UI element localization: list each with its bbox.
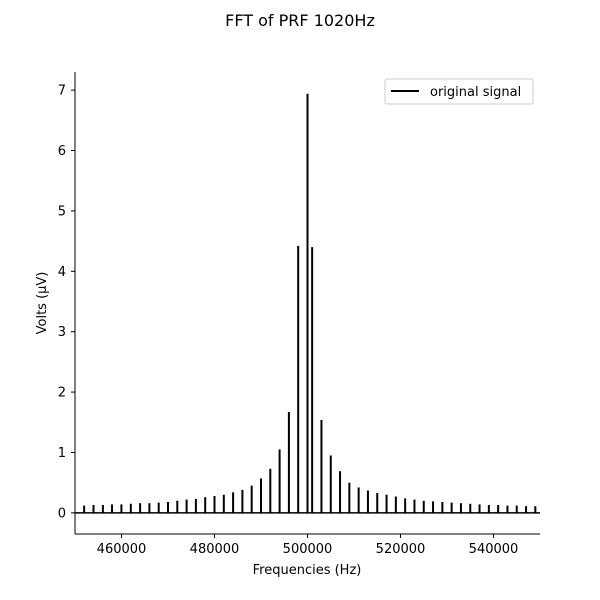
x-tick-label: 540000: [469, 542, 519, 557]
y-tick-label: 7: [58, 84, 66, 99]
legend-label: original signal: [430, 85, 521, 100]
plot-area: [75, 93, 540, 514]
legend-box: [384, 78, 534, 105]
y-ticks: 0 1 2 3 4 5 6 7: [58, 84, 75, 521]
legend: original signal: [384, 78, 534, 105]
y-tick-label: 4: [58, 265, 66, 280]
chart-title: FFT of PRF 1020Hz: [225, 11, 375, 30]
y-tick-label: 3: [58, 325, 66, 340]
y-tick-label: 5: [58, 204, 66, 219]
y-tick-label: 6: [58, 144, 66, 159]
x-tick-label: 480000: [190, 542, 240, 557]
x-tick-label: 500000: [283, 542, 333, 557]
x-tick-label: 520000: [376, 542, 426, 557]
y-tick-label: 1: [58, 446, 66, 461]
x-tick-label: 460000: [97, 542, 147, 557]
y-axis-label: Volts (μV): [35, 272, 50, 335]
x-axis-label: Frequencies (Hz): [253, 563, 362, 578]
y-tick-label: 2: [58, 386, 66, 401]
series-peaks: [83, 93, 537, 513]
y-tick-label: 0: [58, 506, 66, 521]
x-ticks: 460000 480000 500000 520000 540000: [97, 534, 519, 557]
